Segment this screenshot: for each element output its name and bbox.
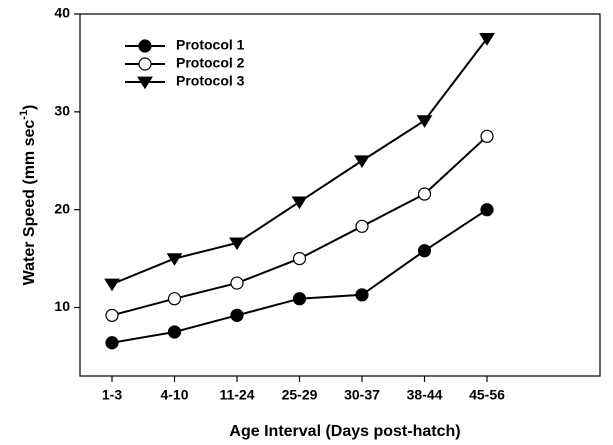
legend-label: Protocol 3 [176,73,245,89]
x-tick-label: 4-10 [160,387,188,403]
y-tick-label: 10 [54,298,70,314]
data-point [355,288,369,302]
data-point [354,155,370,169]
data-point [105,308,119,322]
data-point [291,196,308,210]
x-tick-label: 38-44 [407,387,443,403]
data-point [292,251,307,266]
data-point [417,244,432,258]
data-point [230,308,244,322]
y-axis-label-end: ) [21,105,38,110]
data-point [166,253,183,266]
y-tick-label: 30 [54,103,70,119]
y-tick-label: 40 [54,5,70,21]
y-axis-label: Water Speed (mm sec-1) [18,105,38,286]
plot-frame [79,13,601,377]
y-tick-label: 20 [54,200,70,216]
x-tick-label: 30-37 [344,387,380,403]
data-point [417,187,432,201]
data-point [105,336,119,350]
legend-marker [137,76,153,90]
x-tick-label: 11-24 [219,387,254,403]
data-point [230,276,244,290]
data-point [229,237,245,251]
series-line [111,135,488,317]
legend-marker [138,39,152,53]
y-axis-label-main: Water Speed (mm sec [21,120,38,286]
x-axis-label: Age Interval (Days post-hatch) [229,423,460,440]
data-point [479,33,495,46]
legend-marker [138,57,152,71]
y-axis-label-sup: -1 [18,110,30,120]
data-point [416,115,433,128]
x-tick-label: 25-29 [282,387,318,403]
series-line [111,208,488,344]
data-point [167,325,182,339]
data-point [104,278,120,292]
data-point [480,203,494,217]
x-tick-label: 45-56 [469,387,505,403]
legend-label: Protocol 1 [176,37,245,53]
data-point [167,292,182,306]
data-point [480,129,494,143]
x-tick-label: 1-3 [102,387,122,403]
data-point [355,219,369,233]
legend-label: Protocol 2 [176,55,245,71]
data-point [292,292,307,306]
